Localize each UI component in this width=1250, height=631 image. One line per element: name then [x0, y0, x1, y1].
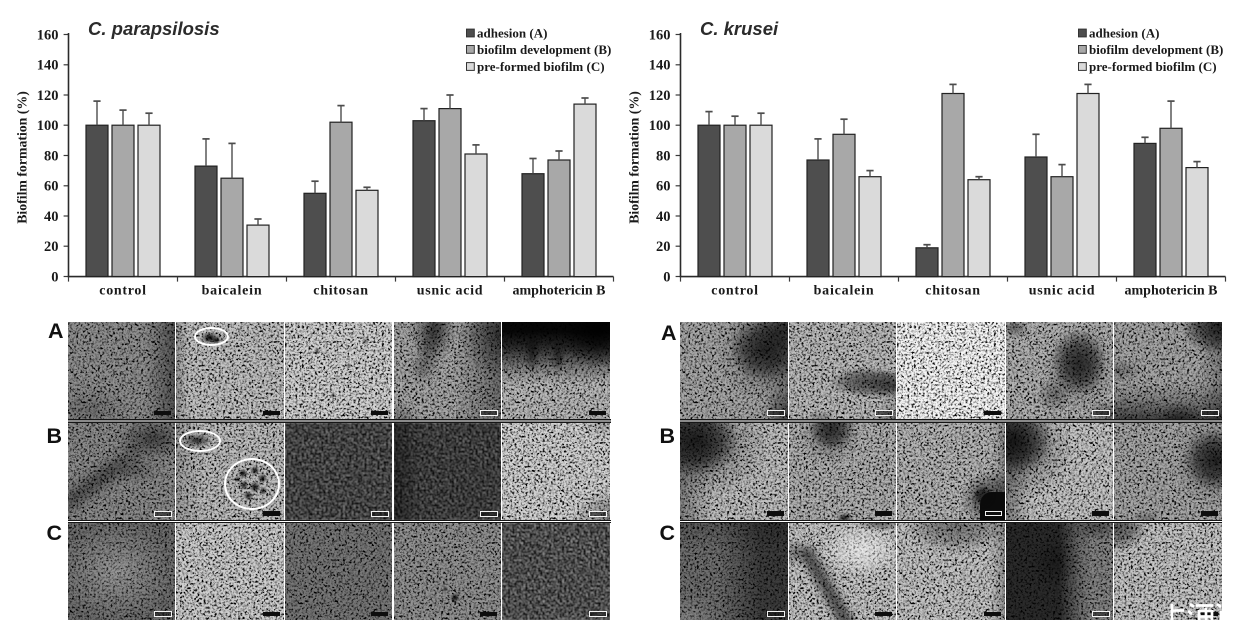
svg-text:pre-formed biofilm (C): pre-formed biofilm (C)	[477, 59, 605, 74]
svg-text:40: 40	[44, 209, 59, 225]
svg-text:40: 40	[656, 209, 671, 225]
svg-text:0: 0	[51, 269, 58, 285]
svg-text:160: 160	[37, 27, 59, 43]
svg-text:usnic acid: usnic acid	[417, 284, 484, 299]
svg-text:chitosan: chitosan	[925, 284, 980, 299]
svg-text:amphotericin B: amphotericin B	[1124, 284, 1217, 299]
svg-text:60: 60	[44, 179, 59, 195]
svg-text:100: 100	[37, 118, 59, 134]
svg-text:80: 80	[44, 148, 59, 164]
svg-text:control: control	[99, 284, 146, 299]
svg-text:adhesion (A): adhesion (A)	[1089, 25, 1159, 40]
svg-text:140: 140	[37, 58, 59, 74]
svg-text:120: 120	[648, 88, 670, 104]
svg-text:100: 100	[648, 118, 670, 134]
svg-text:Biofilm formation (%): Biofilm formation (%)	[626, 91, 642, 224]
svg-text:adhesion (A): adhesion (A)	[477, 25, 547, 40]
svg-text:20: 20	[44, 239, 59, 255]
svg-text:120: 120	[37, 88, 59, 104]
svg-text:usnic acid: usnic acid	[1028, 284, 1095, 299]
svg-text:chitosan: chitosan	[313, 284, 368, 299]
svg-text:C. krusei: C. krusei	[700, 18, 779, 39]
svg-text:C. parapsilosis: C. parapsilosis	[88, 18, 220, 39]
svg-text:pre-formed biofilm (C): pre-formed biofilm (C)	[1089, 59, 1217, 74]
svg-text:biofilm development (B): biofilm development (B)	[1089, 42, 1223, 57]
svg-text:biofilm development (B): biofilm development (B)	[477, 42, 611, 57]
svg-text:160: 160	[648, 27, 670, 43]
svg-text:control: control	[711, 284, 758, 299]
svg-text:80: 80	[656, 148, 671, 164]
svg-text:baicalein: baicalein	[202, 284, 263, 299]
svg-text:0: 0	[663, 269, 670, 285]
svg-text:140: 140	[648, 58, 670, 74]
svg-text:60: 60	[656, 179, 671, 195]
svg-text:20: 20	[656, 239, 671, 255]
svg-text:amphotericin B: amphotericin B	[513, 284, 606, 299]
svg-text:Biofilm formation (%): Biofilm formation (%)	[15, 91, 31, 224]
svg-text:baicalein: baicalein	[813, 284, 874, 299]
